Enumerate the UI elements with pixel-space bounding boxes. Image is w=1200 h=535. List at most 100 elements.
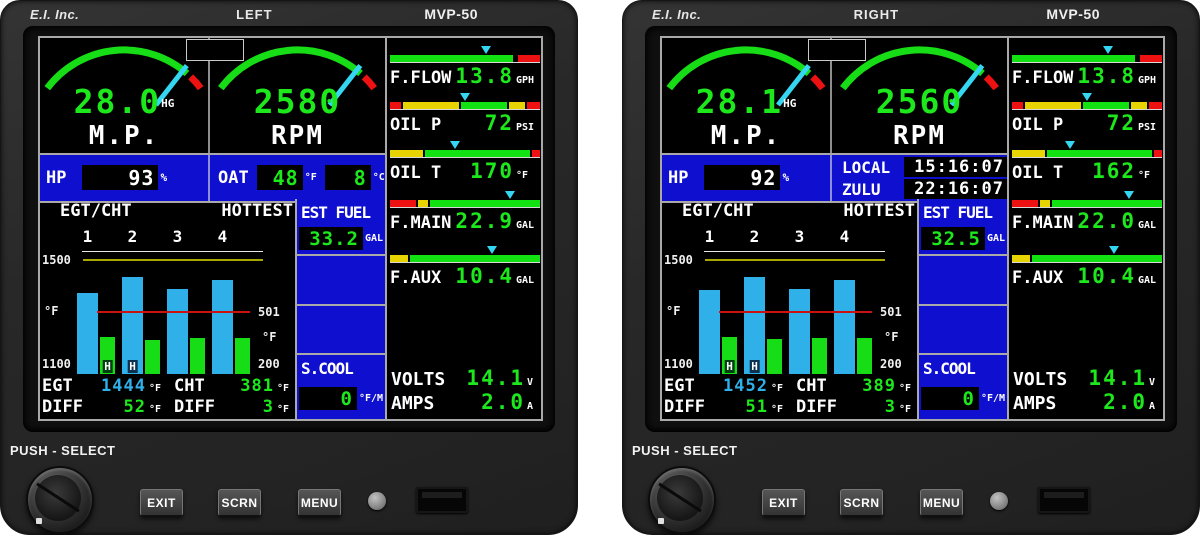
egt-cht-section: EGT/CHT HOTTEST 1 2 3 4 1500 °F 1100 501… — [662, 199, 917, 419]
usb-port — [416, 487, 468, 513]
bar-segment — [1012, 255, 1030, 262]
volts-unit: V — [1149, 377, 1156, 388]
oil-pressure-value: 72 — [1106, 111, 1136, 135]
bar-segment — [1149, 102, 1162, 109]
egt-bar-cyl-2: H — [744, 276, 765, 374]
oil-temp-bar — [390, 150, 540, 158]
oat-c-unit: °C — [372, 172, 385, 183]
cylinder-3-label: 3 — [794, 227, 805, 246]
push-select-knob[interactable] — [26, 466, 94, 534]
fuel-flow-gauge: F.FLOW 13.8 GPH — [390, 46, 540, 88]
est-fuel-label: EST FUEL — [301, 203, 371, 222]
fuel-aux-pointer — [1109, 246, 1119, 254]
egt-diff-label: DIFF — [664, 397, 705, 417]
menu-button[interactable]: MENU — [920, 489, 963, 516]
oil-temp-label: OIL T — [1012, 163, 1064, 183]
zulu-time-value: 22:16:07 — [904, 179, 1008, 199]
egt-axis-bottom: 1100 — [664, 357, 693, 371]
oil-temp-bar — [1012, 150, 1162, 158]
menu-button[interactable]: MENU — [298, 489, 341, 516]
cht-diff-value: 3 — [884, 397, 896, 417]
cht-diff-value: 3 — [262, 397, 274, 417]
mp-label: M.P. — [710, 121, 782, 151]
fuel-main-gauge: F.MAIN 22.0 GAL — [1012, 191, 1162, 233]
egt-diff-value: 52 — [123, 397, 146, 417]
fuel-cell-divider — [919, 254, 1007, 256]
right-gauge-column: F.FLOW 13.8 GPH OIL P 72 PSI — [1007, 38, 1163, 419]
fuel-flow-value: 13.8 — [455, 64, 514, 88]
fuel-aux-pointer — [487, 246, 497, 254]
egt-bar-cyl-1 — [77, 292, 98, 374]
volts-label: VOLTS — [1013, 369, 1068, 390]
egt-bar-cyl-4 — [212, 280, 233, 374]
oat-label: OAT — [218, 167, 249, 188]
rpm-value: 2560 — [875, 82, 964, 121]
fuel-flow-label: F.FLOW — [1012, 68, 1074, 88]
lower-area: EGT/CHT HOTTEST 1 2 3 4 1500 °F 1100 501… — [40, 199, 385, 419]
cylinder-2-label: 2 — [127, 227, 138, 246]
hp-label: HP — [46, 167, 67, 188]
bar-segment — [1131, 102, 1147, 109]
exit-button[interactable]: EXIT — [762, 489, 805, 516]
bar-segment — [1039, 200, 1050, 207]
oil-pressure-gauge: OIL P 72 PSI — [1012, 93, 1162, 135]
cylinder-4-label: 4 — [839, 227, 850, 246]
mvp50-unit-left: E.I. Inc. LEFT MVP-50 28.0HG M.P. — [0, 0, 578, 535]
knob-groove — [36, 482, 80, 513]
fuel-column: EST FUEL 33.2 GAL S.COOL 0 °F/M — [295, 199, 385, 419]
egt-axis-top: 1500 — [664, 253, 693, 267]
bar-segment — [1153, 150, 1162, 157]
scrn-button[interactable]: SCRN — [840, 489, 883, 516]
lcd-display: 28.0HG M.P. 2580 RPM — [38, 36, 543, 421]
oil-pressure-pointer — [460, 93, 470, 101]
oil-temp-gauge: OIL T 170 °F — [390, 141, 540, 183]
cht-readout-value: 381 — [240, 376, 274, 396]
cht-axis-unit: °F — [884, 330, 899, 344]
fuel-main-unit: GAL — [1138, 220, 1157, 231]
egt-hottest-marker: H — [749, 360, 760, 373]
hp-cell: HP 93 % — [40, 155, 208, 201]
cylinder-1-label: 1 — [82, 227, 93, 246]
model-label: MVP-50 — [424, 6, 478, 22]
oil-temp-pointer — [1065, 141, 1076, 149]
egt-diff-value: 51 — [745, 397, 768, 417]
bar-segment — [417, 200, 428, 207]
engine-position-label: LEFT — [236, 7, 273, 22]
mp-value: 28.0HG — [73, 82, 175, 121]
oil-temp-unit: °F — [1138, 170, 1151, 181]
fuel-aux-unit: GAL — [1138, 275, 1157, 286]
egt-readout-unit: °F — [149, 383, 162, 394]
knob-groove — [658, 482, 702, 513]
amps-value: 2.0 — [481, 390, 525, 414]
exit-button[interactable]: EXIT — [140, 489, 183, 516]
bar-segment — [390, 102, 401, 109]
push-select-label: PUSH - SELECT — [10, 443, 116, 458]
s-cool-readout: 0 °F/M — [921, 387, 1005, 410]
scrn-button[interactable]: SCRN — [218, 489, 261, 516]
cht-readout-unit: °F — [899, 383, 912, 394]
egt-cht-section: EGT/CHT HOTTEST 1 2 3 4 1500 °F 1100 501… — [40, 199, 295, 419]
fuel-main-pointer — [505, 191, 515, 199]
usb-tongue — [422, 492, 462, 498]
push-select-knob[interactable] — [648, 466, 716, 534]
cht-limit-line — [719, 310, 872, 313]
cht-axis-redline: 501 — [880, 305, 902, 319]
bar-segment — [1047, 150, 1152, 157]
main-area: 28.1HG M.P. 2560 RPM — [662, 38, 1008, 419]
fuel-main-pointer — [1123, 191, 1134, 199]
oat-f-unit: °F — [304, 172, 317, 183]
amps-readout: AMPS 2.0 A — [1013, 390, 1161, 414]
oil-temp-label: OIL T — [390, 163, 442, 183]
fuel-flow-gauge: F.FLOW 13.8 GPH — [1012, 46, 1162, 88]
fuel-aux-bar — [1012, 255, 1162, 263]
egt-axis-bottom: 1100 — [42, 357, 71, 371]
oil-pressure-unit: PSI — [1138, 122, 1157, 133]
bar-segment — [1012, 150, 1045, 157]
oil-pressure-value: 72 — [484, 111, 514, 135]
bar-segment — [390, 200, 416, 207]
fuel-cell-divider — [919, 304, 1007, 306]
data-strip: HP 93 % OAT 48 °F 8 °C — [40, 153, 385, 203]
fuel-cell-divider — [919, 353, 1007, 355]
rpm-needle — [327, 64, 363, 107]
